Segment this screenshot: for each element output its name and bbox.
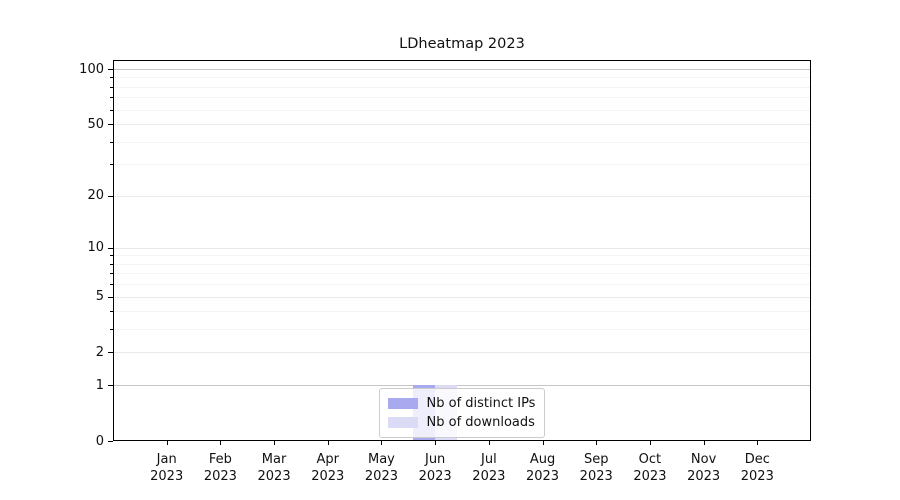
y-tick [108, 69, 113, 71]
y-minor-tick [110, 263, 113, 265]
legend-row: Nb of downloads [387, 413, 536, 432]
legend-label: Nb of distinct IPs [426, 396, 536, 411]
legend-label: Nb of downloads [426, 415, 535, 430]
y-tick [108, 352, 113, 354]
y-gridline [113, 69, 811, 71]
y-tick-label: 10 [87, 240, 104, 256]
y-tick [108, 195, 113, 197]
y-minor-tick [110, 273, 113, 275]
x-tick [166, 441, 168, 445]
y-gridline-minor [113, 77, 811, 79]
y-tick-label: 50 [87, 116, 104, 132]
x-tick-label: Dec 2023 [740, 452, 774, 484]
x-tick-label: Nov 2023 [687, 452, 721, 484]
y-gridline-minor [113, 109, 811, 111]
x-tick [381, 441, 383, 445]
y-tick [108, 247, 113, 249]
y-tick-label: 20 [87, 188, 104, 204]
x-tick-label: Jan 2023 [150, 452, 184, 484]
y-minor-tick [110, 141, 113, 143]
x-tick [703, 441, 705, 445]
y-gridline-minor [113, 329, 811, 331]
y-gridline [113, 195, 811, 197]
y-minor-tick [110, 109, 113, 111]
y-minor-tick [110, 97, 113, 99]
x-tick-label: Mar 2023 [257, 452, 291, 484]
x-tick-label: Oct 2023 [633, 452, 667, 484]
y-gridline [113, 296, 811, 298]
x-tick [274, 441, 276, 445]
y-tick [108, 385, 113, 387]
x-tick [757, 441, 759, 445]
y-gridline-minor [113, 86, 811, 88]
y-tick [108, 124, 113, 126]
y-gridline-minor [113, 255, 811, 257]
x-tick-label: Sep 2023 [579, 452, 613, 484]
x-tick-label: Aug 2023 [525, 452, 560, 484]
x-tick [649, 441, 651, 445]
y-minor-tick [110, 311, 113, 313]
x-tick [542, 441, 544, 445]
x-tick [327, 441, 329, 445]
y-tick-label: 5 [95, 289, 104, 305]
y-gridline [113, 124, 811, 126]
y-tick [108, 296, 113, 298]
x-tick [435, 441, 437, 445]
y-minor-tick [110, 329, 113, 331]
y-gridline-minor [113, 164, 811, 166]
legend: Nb of distinct IPs Nb of downloads [378, 388, 546, 438]
y-gridline-minor [113, 97, 811, 99]
y-gridline-minor [113, 263, 811, 265]
x-tick-label: May 2023 [364, 452, 398, 484]
x-tick-label: Jun 2023 [418, 452, 452, 484]
x-tick-label: Jul 2023 [472, 452, 506, 484]
y-tick-label: 2 [95, 344, 104, 360]
plot-area: Nb of distinct IPs Nb of downloads [113, 60, 811, 441]
y-gridline-minor [113, 311, 811, 313]
x-tick-label: Apr 2023 [311, 452, 345, 484]
y-gridline-minor [113, 273, 811, 275]
y-minor-tick [110, 77, 113, 79]
y-tick-label: 0 [95, 433, 104, 449]
x-tick-label: Feb 2023 [203, 452, 237, 484]
legend-swatch [387, 398, 418, 409]
chart-title: LDheatmap 2023 [399, 36, 525, 52]
y-minor-tick [110, 164, 113, 166]
y-gridline [113, 352, 811, 354]
legend-swatch [387, 417, 418, 428]
x-tick [220, 441, 222, 445]
y-tick [108, 441, 113, 442]
y-gridline-minor [113, 141, 811, 143]
y-minor-tick [110, 255, 113, 257]
y-minor-tick [110, 86, 113, 88]
y-gridline [113, 385, 811, 387]
x-tick [596, 441, 598, 445]
y-gridline [113, 247, 811, 249]
y-tick-label: 100 [79, 61, 104, 77]
y-minor-tick [110, 284, 113, 286]
y-tick-label: 1 [95, 377, 104, 393]
legend-row: Nb of distinct IPs [387, 394, 536, 413]
y-gridline-minor [113, 284, 811, 286]
x-tick [488, 441, 490, 445]
